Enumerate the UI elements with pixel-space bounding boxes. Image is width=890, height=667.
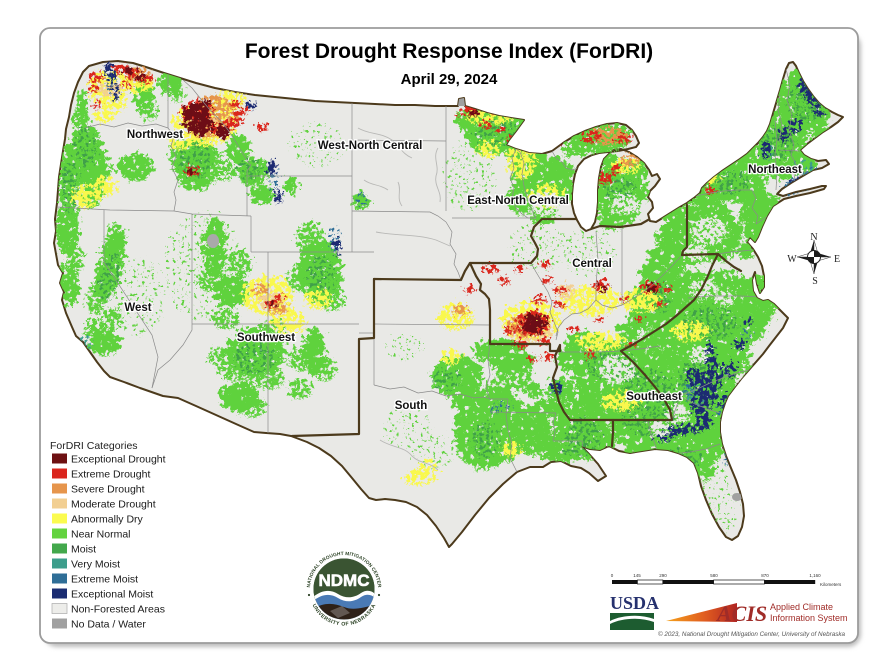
svg-text:Northeast: Northeast bbox=[748, 164, 802, 176]
svg-text:290: 290 bbox=[659, 573, 667, 578]
svg-text:870: 870 bbox=[761, 573, 769, 578]
svg-text:Moist: Moist bbox=[71, 544, 96, 556]
svg-text:No Data / Water: No Data / Water bbox=[71, 619, 146, 631]
svg-text:580: 580 bbox=[710, 573, 718, 578]
svg-text:Central: Central bbox=[572, 258, 612, 270]
svg-text:Information System: Information System bbox=[770, 613, 848, 623]
svg-text:Extreme Drought: Extreme Drought bbox=[71, 469, 150, 481]
svg-text:Near Normal: Near Normal bbox=[71, 529, 131, 541]
svg-text:W: W bbox=[787, 254, 797, 265]
svg-text:Applied Climate: Applied Climate bbox=[770, 602, 833, 612]
svg-text:S: S bbox=[812, 276, 818, 287]
svg-text:West-North Central: West-North Central bbox=[318, 140, 423, 152]
svg-text:Forest Drought Response Index: Forest Drought Response Index (ForDRI) bbox=[245, 40, 653, 63]
svg-text:Abnormally Dry: Abnormally Dry bbox=[71, 514, 144, 526]
svg-text:Southeast: Southeast bbox=[626, 391, 682, 403]
svg-text:Very Moist: Very Moist bbox=[71, 559, 120, 571]
svg-text:NDMC: NDMC bbox=[319, 571, 370, 590]
svg-text:Non-Forested Areas: Non-Forested Areas bbox=[71, 604, 165, 616]
svg-text:East-North Central: East-North Central bbox=[467, 195, 569, 207]
svg-text:Exceptional Moist: Exceptional Moist bbox=[71, 589, 153, 601]
svg-text:E: E bbox=[834, 254, 840, 265]
svg-text:April 29, 2024: April 29, 2024 bbox=[401, 71, 498, 88]
svg-text:West: West bbox=[124, 302, 151, 314]
svg-text:© 2023, National Drought Mitig: © 2023, National Drought Mitigation Cent… bbox=[658, 630, 845, 638]
svg-text:ForDRI Categories: ForDRI Categories bbox=[50, 440, 138, 452]
svg-text:1,160: 1,160 bbox=[809, 573, 821, 578]
svg-text:Extreme Moist: Extreme Moist bbox=[71, 574, 138, 586]
svg-text:145: 145 bbox=[633, 573, 641, 578]
svg-text:Exceptional Drought: Exceptional Drought bbox=[71, 454, 166, 466]
svg-text:Severe Drought: Severe Drought bbox=[71, 484, 145, 496]
svg-text:Moderate Drought: Moderate Drought bbox=[71, 499, 156, 511]
svg-text:Northwest: Northwest bbox=[127, 129, 183, 141]
svg-text:Kilometers: Kilometers bbox=[820, 582, 842, 587]
svg-text:South: South bbox=[395, 400, 428, 412]
svg-text:ACIS: ACIS bbox=[715, 601, 767, 626]
svg-text:0: 0 bbox=[611, 573, 614, 578]
svg-text:USDA: USDA bbox=[610, 593, 659, 613]
svg-text:Southwest: Southwest bbox=[237, 332, 295, 344]
svg-text:N: N bbox=[810, 232, 817, 243]
